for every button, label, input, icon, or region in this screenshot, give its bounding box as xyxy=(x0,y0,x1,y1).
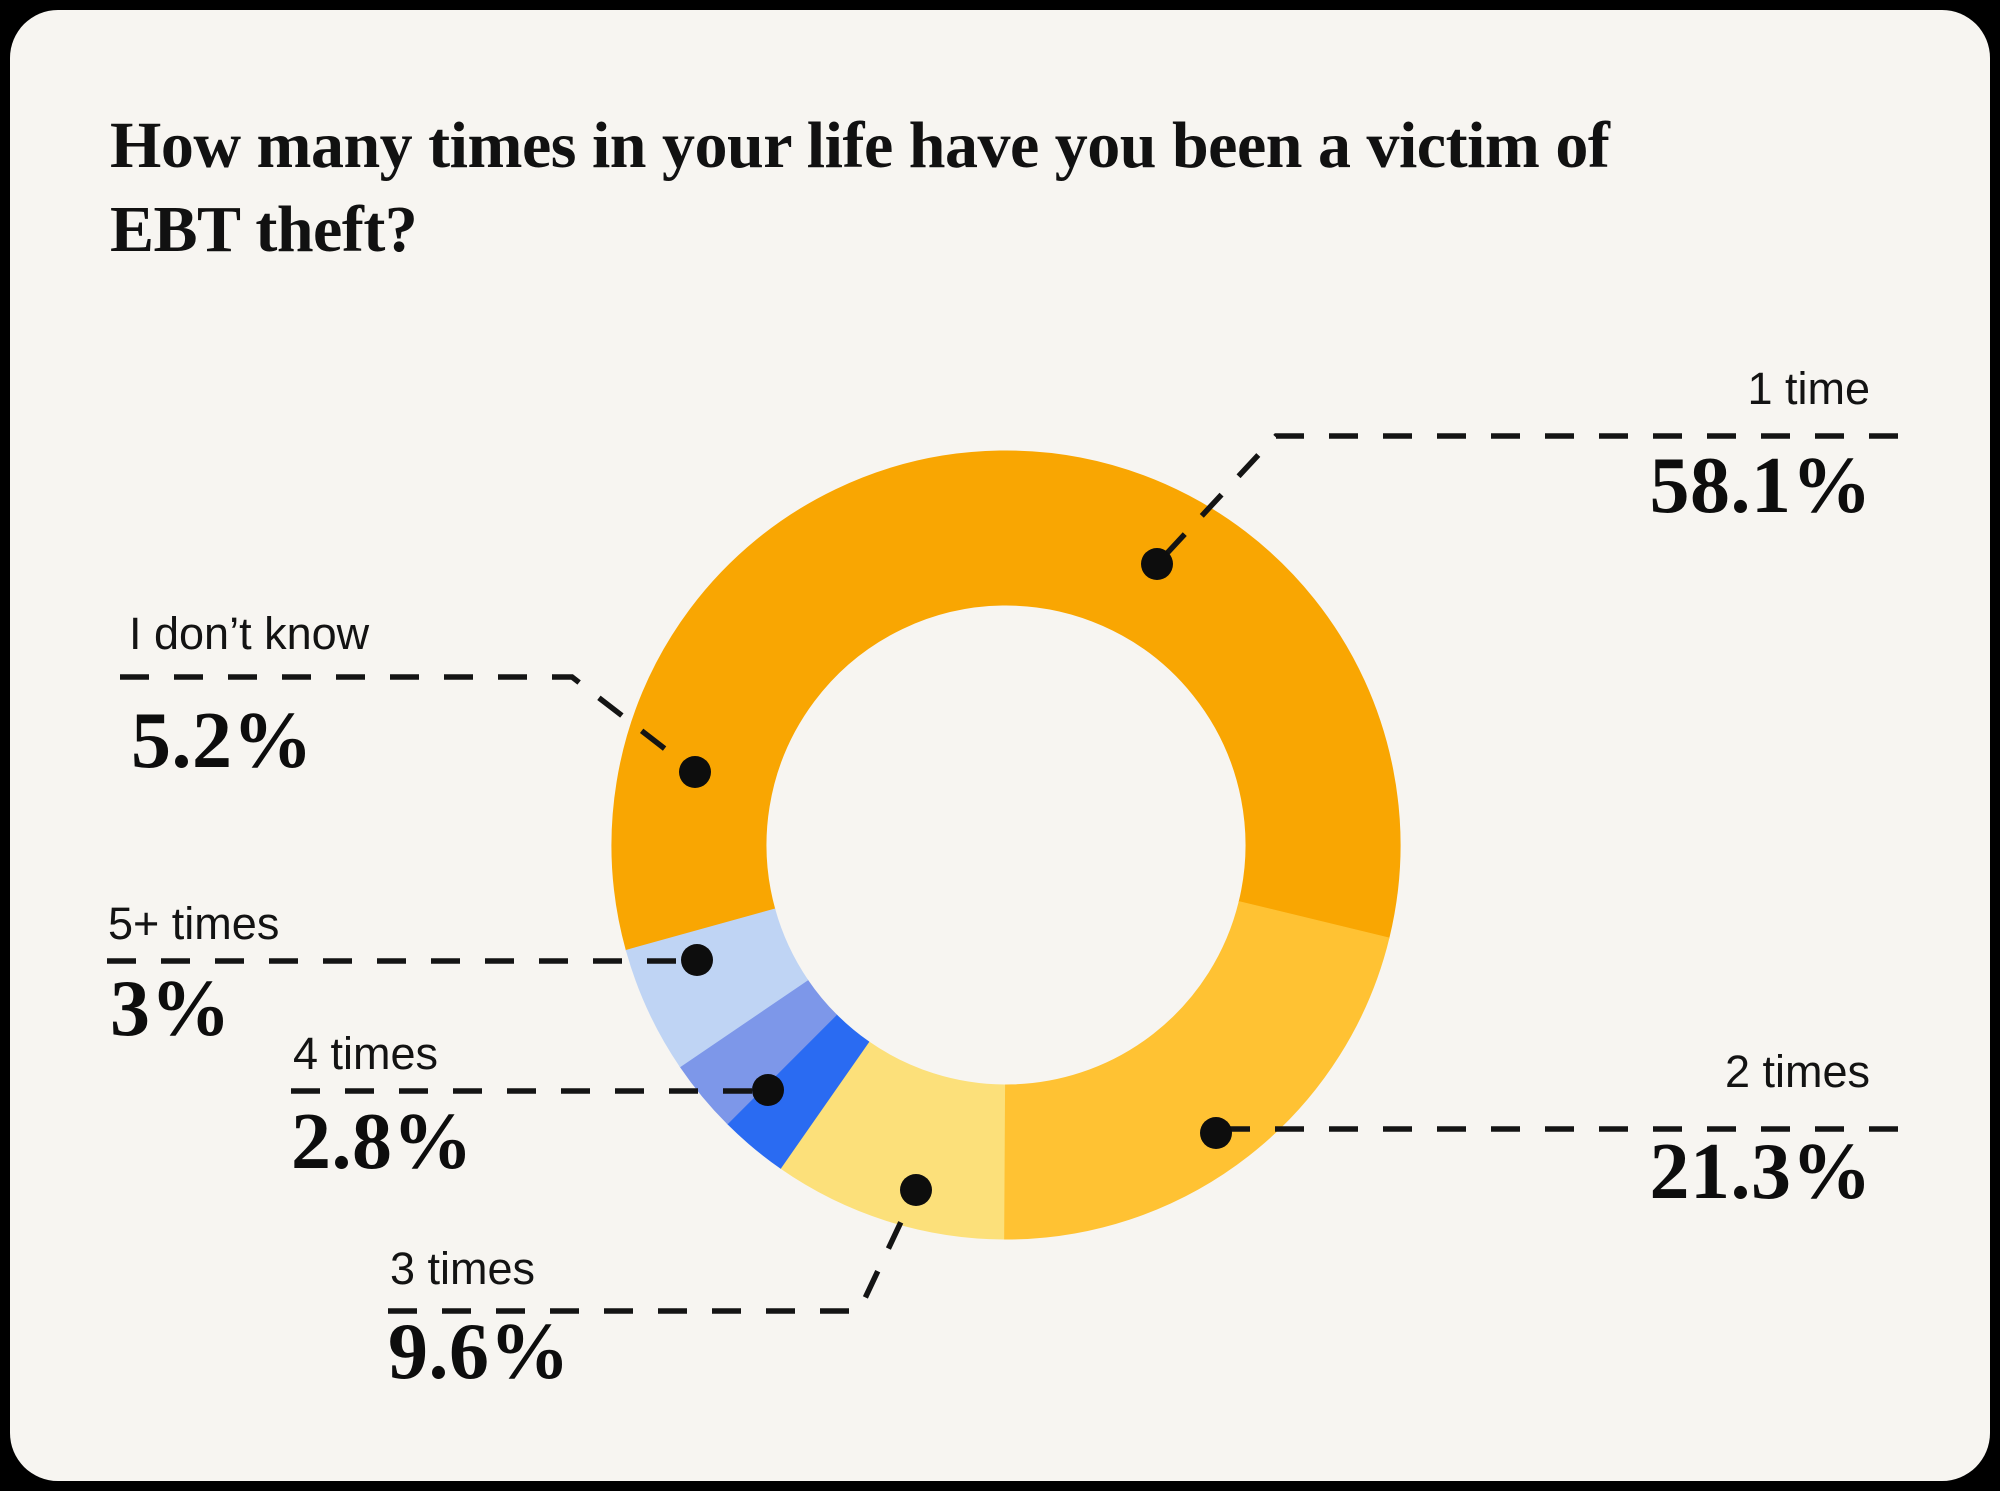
callout-1-time-label: 1 time xyxy=(1747,363,1870,414)
leader-line-0 xyxy=(1154,433,1898,566)
callout-5-plus-times-label: 5+ times xyxy=(108,898,280,949)
leader-line-5 xyxy=(120,674,697,775)
marker-dot-4 xyxy=(681,944,713,976)
donut-segment-0 xyxy=(611,450,1401,951)
marker-dot-0 xyxy=(1141,548,1173,580)
chart-title-line2: EBT theft? xyxy=(110,193,418,267)
donut-segment-1 xyxy=(1003,901,1390,1240)
callout-2-times-value: 21.3% xyxy=(1649,1128,1872,1216)
leader-line-2 xyxy=(388,1188,919,1314)
callout-dont-know-label: I don’t know xyxy=(129,608,370,659)
marker-dot-2 xyxy=(900,1174,932,1206)
callout-3-times-label: 3 times xyxy=(390,1243,536,1294)
callout-2-times-label: 2 times xyxy=(1724,1046,1870,1097)
callout-1-time-value: 58.1% xyxy=(1649,442,1872,530)
callout-4-times-label: 4 times xyxy=(293,1028,439,1079)
donut-segment-5 xyxy=(625,908,809,1068)
chart-title-line1: How many times in your life have you bee… xyxy=(110,109,1610,182)
donut-chart xyxy=(107,433,1898,1314)
marker-dot-5 xyxy=(679,756,711,788)
callout-5-plus-times-value: 3% xyxy=(110,965,231,1053)
marker-dot-3 xyxy=(752,1074,784,1106)
marker-dot-1 xyxy=(1200,1117,1232,1149)
chart-card: How many times in your life have you bee… xyxy=(10,10,1990,1481)
callout-3-times-value: 9.6% xyxy=(388,1308,570,1396)
callout-4-times-value: 2.8% xyxy=(291,1098,473,1186)
callout-dont-know-value: 5.2% xyxy=(131,697,313,785)
chart-title: How many times in your life have you bee… xyxy=(110,104,1610,273)
